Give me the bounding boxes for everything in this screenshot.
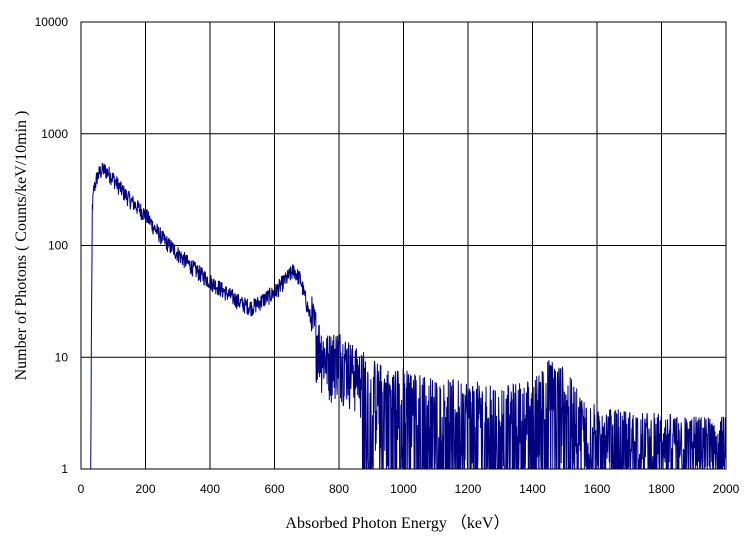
spectrum-line (90, 162, 727, 471)
y-tick-label: 10000 (35, 15, 69, 29)
x-tick-label: 200 (135, 482, 155, 496)
y-tick-labels: 1 10 100 1000 10000 (35, 15, 69, 476)
plot-frame (80, 21, 727, 470)
y-tick-label: 1 (61, 462, 68, 476)
x-tick-label: 600 (264, 482, 284, 496)
x-axis-title: Absorbed Photon Energy （keV） (285, 514, 509, 532)
x-tick-label: 0 (78, 482, 85, 496)
x-tick-label: 1000 (390, 482, 417, 496)
y-tick-label: 1000 (41, 127, 68, 141)
x-tick-label: 1400 (519, 482, 546, 496)
x-tick-label: 800 (329, 482, 349, 496)
y-tick-label: 100 (48, 239, 68, 253)
x-tick-label: 2000 (713, 482, 740, 496)
y-axis-title: Number of Photons ( Counts/keV/10min ) (13, 111, 30, 381)
x-tick-label: 1800 (648, 482, 675, 496)
x-tick-label: 1200 (455, 482, 482, 496)
x-tick-label: 400 (200, 482, 220, 496)
x-tick-labels: 0 200 400 600 800 1000 1200 1400 1600 1800 2000 (78, 482, 740, 496)
y-tick-label: 10 (55, 350, 69, 364)
x-tick-label: 1600 (584, 482, 611, 496)
series-layer (90, 162, 727, 471)
